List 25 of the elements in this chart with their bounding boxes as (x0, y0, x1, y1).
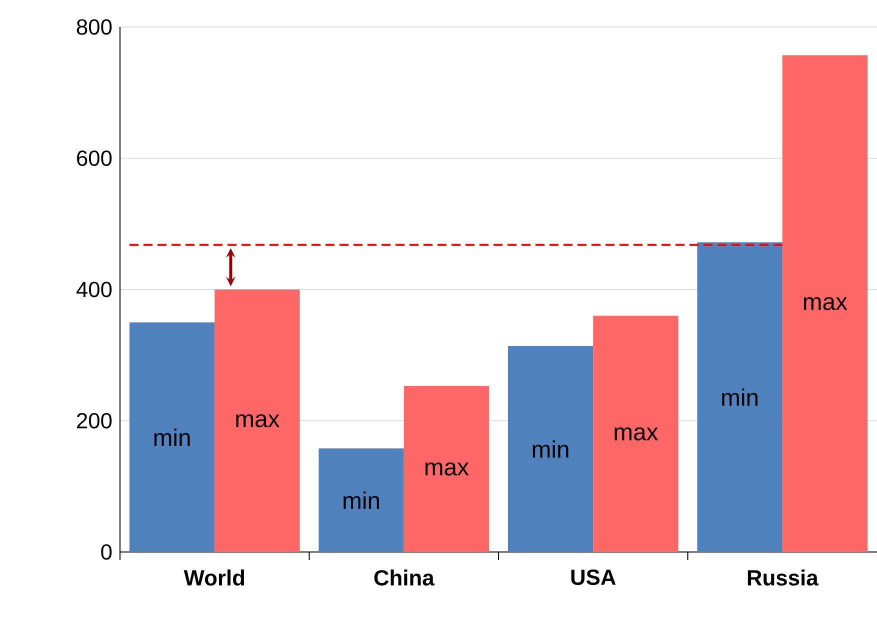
y-tick-label: 0 (101, 544, 112, 560)
text: min (532, 440, 568, 458)
text: max (425, 462, 469, 476)
x-tick-label: World (184, 569, 244, 586)
bar (318, 448, 404, 552)
x-tick-label: China (374, 569, 434, 586)
bar (593, 316, 678, 552)
y-tick-label: 400 (76, 282, 112, 298)
text: min (722, 388, 758, 406)
y-tick-label: 800 (76, 19, 112, 35)
bar (697, 242, 782, 552)
x-tick-label: Russia (748, 569, 818, 586)
y-tick-label: 600 (77, 150, 112, 166)
bar (129, 322, 215, 552)
x-tick-label: USA (571, 569, 616, 586)
text: min (344, 491, 380, 509)
bar (214, 290, 300, 552)
series-label: min (154, 428, 190, 446)
y-tick-label: 200 (77, 412, 112, 429)
bar (508, 346, 594, 552)
text: max (804, 297, 848, 310)
bar (782, 55, 868, 552)
text: max (236, 414, 280, 428)
bar (404, 386, 490, 552)
series-label: max (614, 427, 658, 440)
